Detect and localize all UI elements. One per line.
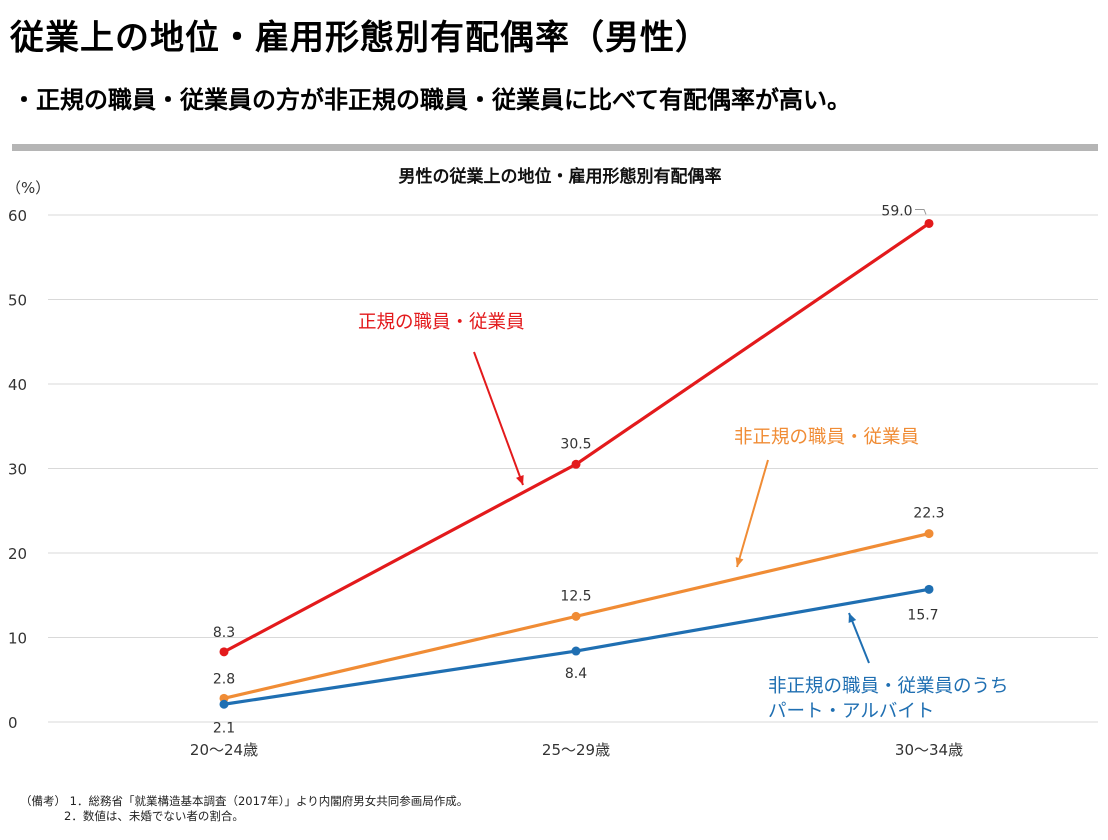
notes-label: （備考） xyxy=(20,794,66,808)
y-axis-unit: （%） xyxy=(6,179,50,197)
data-label: 59.0 xyxy=(881,203,912,219)
data-label: 2.1 xyxy=(213,720,235,736)
annotation-arrowhead xyxy=(516,475,524,485)
series-label: 非正規の職員・従業員 xyxy=(734,427,919,448)
page-title: 従業上の地位・雇用形態別有配偶率（男性） xyxy=(10,18,710,58)
data-label: 8.4 xyxy=(565,666,587,682)
data-label: 15.7 xyxy=(907,607,938,623)
data-label: 8.3 xyxy=(213,625,235,641)
data-point xyxy=(571,646,581,656)
data-point xyxy=(219,647,229,657)
y-tick-label: 40 xyxy=(8,376,27,394)
notes: （備考） 1．総務省「就業構造基本調査（2017年）」より内閣府男女共同参画局作… xyxy=(20,794,468,824)
line-chart: 男性の従業上の地位・雇用形態別有配偶率 （%） 0 10 20 30 40 50 60 20～24… xyxy=(6,166,1098,759)
series-label: 正規の職員・従業員 xyxy=(358,312,525,333)
lead-text: ・正規の職員・従業員の方が非正規の職員・従業員に比べて有配偶率が高い。 xyxy=(12,86,852,114)
y-tick-label: 10 xyxy=(8,630,27,648)
y-tick-label: 50 xyxy=(8,292,27,310)
y-tick-label: 60 xyxy=(8,207,27,225)
data-label: 22.3 xyxy=(913,506,944,522)
note-item: 2．数値は、未婚でない者の割合。 xyxy=(64,809,244,823)
data-label: 2.8 xyxy=(213,671,235,687)
series-label: パート・アルバイト xyxy=(768,701,934,722)
x-tick-label: 30～34歳 xyxy=(895,741,963,759)
data-point xyxy=(219,699,229,709)
annotation-arrow xyxy=(473,351,524,486)
series-label: 非正規の職員・従業員のうち xyxy=(768,676,1009,697)
data-label-leader xyxy=(915,208,927,215)
data-label: 30.5 xyxy=(560,436,591,452)
data-point xyxy=(571,611,581,621)
y-tick-label: 0 xyxy=(8,714,18,732)
data-point xyxy=(924,529,934,539)
annotation-arrowhead xyxy=(735,557,744,567)
divider xyxy=(12,144,1098,151)
y-tick-label: 30 xyxy=(8,461,27,479)
data-point xyxy=(924,584,934,594)
annotation-arrow xyxy=(736,459,769,568)
chart-title: 男性の従業上の地位・雇用形態別有配偶率 xyxy=(399,166,722,187)
data-point xyxy=(571,459,581,469)
x-tick-label: 25～29歳 xyxy=(542,741,610,759)
data-label: 12.5 xyxy=(560,588,591,604)
y-tick-label: 20 xyxy=(8,545,27,563)
annotation-arrowhead xyxy=(848,613,857,623)
note-item: 1．総務省「就業構造基本調査（2017年）」より内閣府男女共同参画局作成。 xyxy=(69,794,469,808)
x-tick-label: 20～24歳 xyxy=(190,741,258,759)
data-point xyxy=(924,218,934,228)
